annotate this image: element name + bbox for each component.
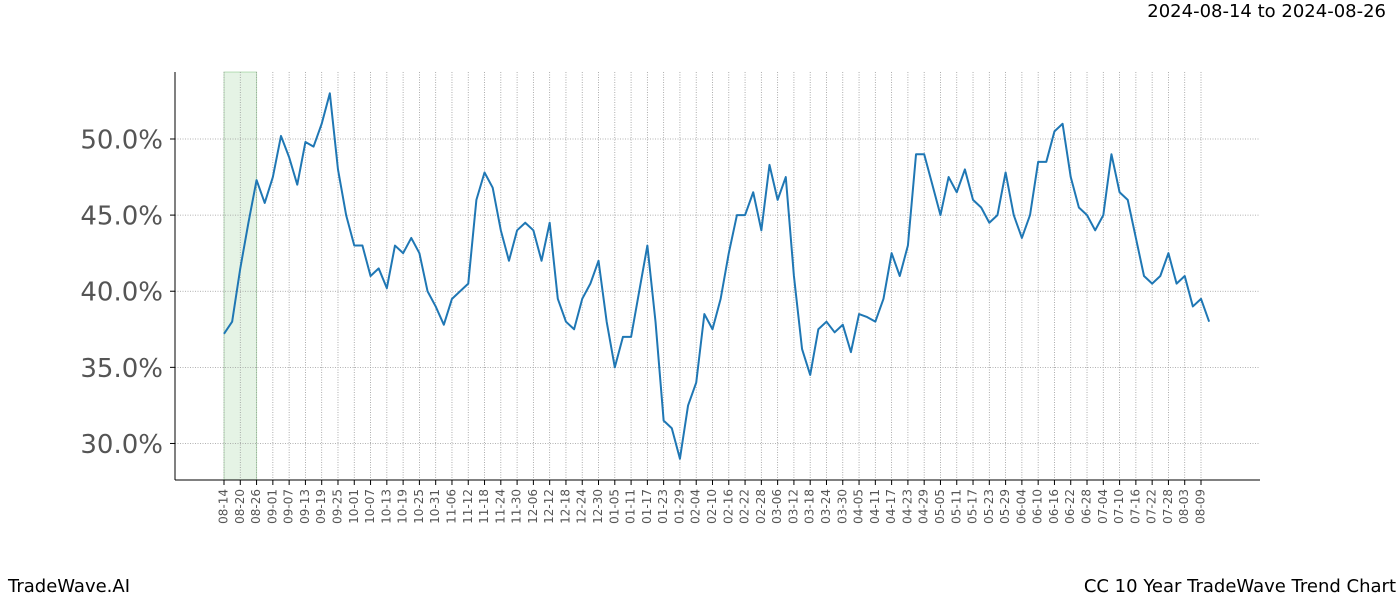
footer-right: CC 10 Year TradeWave Trend Chart — [1084, 576, 1396, 597]
x-tick-label: 04-05 — [852, 489, 866, 524]
x-tick-label: 06-16 — [1047, 489, 1061, 524]
x-tick-label: 02-28 — [754, 489, 768, 524]
x-tick-label: 11-12 — [461, 489, 475, 524]
x-tick-label: 01-05 — [607, 489, 621, 524]
x-tick-label: 02-22 — [738, 489, 752, 524]
x-tick-label: 11-24 — [493, 489, 507, 524]
x-tick-label: 04-11 — [868, 489, 882, 524]
x-tick-label: 05-29 — [998, 489, 1012, 524]
x-tick-label: 02-16 — [721, 489, 735, 524]
x-tick-label: 12-12 — [542, 489, 556, 524]
x-tick-label: 08-20 — [233, 489, 247, 524]
trend-line — [223, 92, 1211, 460]
y-tick-label: 45.0% — [80, 202, 163, 232]
x-tick-label: 07-28 — [1161, 489, 1175, 524]
x-tick-label: 03-12 — [786, 489, 800, 524]
header: 2024-08-14 to 2024-08-26 — [1147, 1, 1386, 22]
x-tick-label: 01-17 — [640, 489, 654, 524]
footer-left: TradeWave.AI — [7, 576, 130, 597]
x-tick-label: 03-18 — [803, 489, 817, 524]
x-tick-label: 06-28 — [1080, 489, 1094, 524]
x-tick-label: 12-18 — [558, 489, 572, 524]
x-tick-label: 08-09 — [1194, 489, 1208, 524]
x-tick-label: 11-06 — [444, 489, 458, 524]
x-tick-label: 01-29 — [672, 489, 686, 524]
x-tick-label: 01-23 — [656, 489, 670, 524]
x-tick-label: 07-16 — [1128, 489, 1142, 524]
x-tick-label: 10-01 — [347, 489, 361, 524]
x-tick-label: 04-29 — [917, 489, 931, 524]
x-tick-label: 03-06 — [770, 489, 784, 524]
x-tick-label: 09-13 — [298, 489, 312, 524]
x-tick-label: 08-14 — [217, 489, 231, 524]
x-tick-label: 03-24 — [819, 489, 833, 524]
x-tick-label: 10-13 — [379, 489, 393, 524]
y-tick-label: 35.0% — [80, 354, 163, 384]
x-tick-label: 05-05 — [933, 489, 947, 524]
x-tick-label: 10-25 — [412, 489, 426, 524]
x-tick-label: 08-26 — [249, 489, 263, 524]
x-tick-label: 07-22 — [1145, 489, 1159, 524]
x-tick-label: 08-03 — [1177, 489, 1191, 524]
x-tick-label: 09-19 — [314, 489, 328, 524]
x-tick-label: 03-30 — [835, 489, 849, 524]
x-tick-label: 06-04 — [1014, 489, 1028, 524]
x-tick-label: 02-04 — [689, 489, 703, 524]
x-tick-label: 02-10 — [705, 489, 719, 524]
x-tick-label: 07-10 — [1112, 489, 1126, 524]
x-tick-label: 09-07 — [282, 489, 296, 524]
x-tick-label: 01-11 — [624, 489, 638, 524]
x-tick-label: 04-23 — [900, 489, 914, 524]
x-tick-label: 10-07 — [363, 489, 377, 524]
x-tick-label: 11-30 — [510, 489, 524, 524]
x-tick-label: 10-19 — [396, 489, 410, 524]
x-tick-label: 06-22 — [1063, 489, 1077, 524]
x-tick-label: 04-17 — [884, 489, 898, 524]
x-tick-label: 11-18 — [477, 489, 491, 524]
y-tick-label: 30.0% — [80, 430, 163, 460]
highlight-band — [223, 71, 258, 481]
x-tick-label: 05-17 — [966, 489, 980, 524]
x-tick-label: 05-11 — [949, 489, 963, 524]
y-tick-label: 40.0% — [80, 278, 163, 308]
x-tick-label: 12-30 — [591, 489, 605, 524]
x-tick-label: 12-06 — [526, 489, 540, 524]
y-tick-label: 50.0% — [80, 125, 163, 155]
x-tick-label: 05-23 — [982, 489, 996, 524]
x-tick-label: 09-25 — [330, 489, 344, 524]
x-tick-label: 10-31 — [428, 489, 442, 524]
x-tick-label: 09-01 — [265, 489, 279, 524]
x-tick-label: 07-04 — [1096, 489, 1110, 524]
x-tick-label: 12-24 — [575, 489, 589, 524]
x-tick-label: 06-10 — [1031, 489, 1045, 524]
